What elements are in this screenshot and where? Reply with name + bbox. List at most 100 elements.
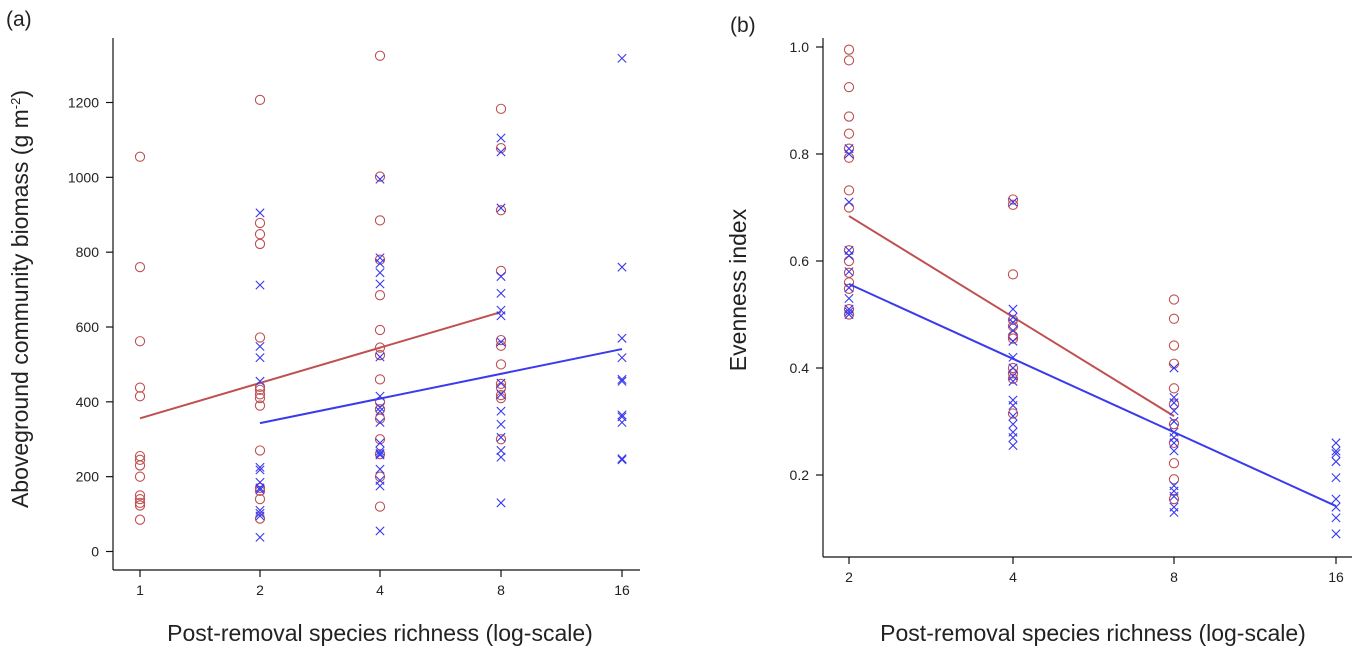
y-tick-label: 200	[76, 469, 100, 485]
data-point-cross	[375, 450, 385, 460]
x-tick-label: 8	[1170, 569, 1178, 585]
x-axis-title-a: Post-removal species richness (log-scale…	[167, 620, 593, 646]
x-tick-label: 2	[845, 569, 853, 585]
data-point-cross	[1331, 438, 1341, 448]
data-point-circle	[254, 389, 266, 400]
data-point-cross	[617, 454, 627, 464]
data-point-circle	[254, 217, 266, 229]
data-point-circle	[134, 493, 146, 505]
data-point-circle	[495, 103, 507, 115]
data-point-cross	[496, 203, 506, 213]
y-tick-label: 0.2	[790, 467, 810, 483]
data-point-cross	[617, 262, 627, 272]
data-point-circle	[374, 396, 386, 407]
panel-label-a: (a)	[6, 8, 32, 31]
data-point-circle	[374, 50, 386, 61]
y-axis-title-b: Evenness index	[725, 208, 751, 371]
data-point-cross	[255, 280, 265, 290]
data-point-circle	[374, 501, 386, 512]
x-tick-label: 2	[256, 582, 264, 598]
data-point-cross	[844, 267, 854, 277]
data-point-cross	[375, 258, 385, 268]
x-axis-title-b: Post-removal species richness (log-scale…	[880, 620, 1306, 646]
data-point-circle	[1168, 383, 1180, 394]
y-axis-title-a: Aboveground community biomass (g m-2)	[7, 90, 33, 508]
data-point-circle	[134, 471, 146, 482]
data-point-cross	[1008, 336, 1018, 346]
data-point-cross	[375, 406, 385, 416]
data-point-cross	[496, 406, 506, 416]
data-point-cross	[1169, 416, 1179, 427]
data-point-circle	[134, 336, 146, 347]
data-point-circle	[1168, 474, 1180, 485]
data-point-circle	[374, 215, 386, 226]
data-point-cross	[1331, 457, 1341, 467]
data-point-cross	[255, 511, 265, 521]
data-point-circle	[495, 378, 507, 390]
series-circles	[134, 50, 507, 525]
series-circles	[843, 44, 1180, 505]
data-point-cross	[1331, 449, 1341, 459]
data-point-circle	[374, 471, 386, 482]
regression-line	[259, 348, 623, 425]
data-point-cross	[1008, 317, 1018, 328]
data-point-circle	[374, 434, 386, 445]
data-point-cross	[844, 293, 854, 304]
data-point-cross	[375, 352, 385, 362]
data-point-cross	[375, 481, 385, 491]
data-point-cross	[496, 445, 506, 456]
data-point-cross	[496, 452, 506, 462]
data-point-circle	[134, 500, 146, 511]
data-point-circle	[1007, 269, 1019, 280]
data-point-circle	[254, 400, 266, 411]
data-point-cross	[255, 465, 265, 475]
data-point-circle	[843, 185, 855, 196]
data-point-cross	[1008, 400, 1018, 411]
data-point-cross	[255, 483, 265, 493]
data-point-cross	[1169, 507, 1179, 518]
data-point-circle	[495, 359, 507, 370]
data-point-cross	[1008, 304, 1018, 314]
data-point-cross	[375, 402, 385, 413]
data-point-cross	[1169, 446, 1179, 456]
data-point-circle	[495, 265, 507, 277]
data-point-cross	[496, 419, 506, 429]
data-point-circle	[374, 374, 386, 385]
x-tick-label: 16	[614, 582, 630, 598]
data-point-cross	[496, 432, 506, 442]
data-point-circle	[1168, 458, 1180, 469]
data-point-circle	[1007, 194, 1019, 205]
data-point-cross	[1331, 473, 1341, 483]
y-tick-label: 1000	[68, 169, 99, 185]
data-point-circle	[1007, 373, 1019, 384]
data-point-cross	[617, 455, 627, 465]
data-point-cross	[255, 376, 265, 386]
data-point-cross	[255, 353, 265, 363]
data-point-circle	[254, 485, 266, 497]
data-point-circle	[1168, 493, 1180, 505]
data-point-cross	[1008, 363, 1018, 373]
data-point-cross	[617, 410, 627, 420]
data-point-circle	[1007, 408, 1019, 419]
data-point-circle	[843, 202, 855, 213]
data-point-circle	[1168, 399, 1180, 410]
data-point-circle	[134, 460, 146, 471]
data-point-cross	[1169, 438, 1179, 448]
series-crosses	[255, 53, 627, 542]
data-point-cross	[1008, 411, 1018, 421]
data-point-circle	[495, 434, 507, 445]
data-point-cross	[496, 133, 506, 143]
data-point-cross	[617, 376, 627, 386]
data-point-cross	[375, 174, 385, 184]
data-point-circle	[495, 340, 507, 351]
panel-b-chart: (b) Evenness index Post-removal species …	[725, 14, 1352, 646]
x-tick-label: 4	[1009, 569, 1017, 585]
data-point-cross	[1331, 513, 1341, 523]
y-axis-unit-exponent: -2	[8, 98, 23, 110]
data-point-circle	[254, 229, 266, 240]
data-point-cross	[1008, 432, 1018, 443]
data-point-circle	[374, 290, 386, 301]
data-point-circle	[1168, 419, 1180, 430]
data-point-circle	[374, 171, 386, 182]
